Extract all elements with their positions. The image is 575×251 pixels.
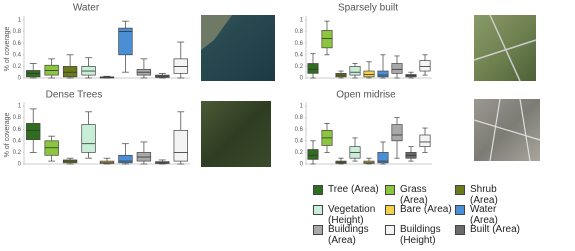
legend-swatch <box>385 225 395 235</box>
box <box>118 27 133 56</box>
legend-label: Buildings (Area) <box>328 224 369 246</box>
legend-swatch <box>313 205 323 215</box>
y-axis-label: % of coverage <box>4 113 11 158</box>
box <box>391 124 403 142</box>
legend-label: Grass (Area) <box>400 184 428 206</box>
y-tick-label: 0.2 <box>295 150 304 156</box>
legend-label: Built (Area) <box>470 224 521 235</box>
y-tick-label: 0.2 <box>13 150 22 156</box>
box <box>307 149 319 160</box>
legend-swatch <box>455 185 465 195</box>
legend-item: Grass (Area) <box>385 184 457 206</box>
y-tick-label: 0.2 <box>13 64 22 70</box>
legend-swatch <box>313 185 323 195</box>
legend-item: Tree (Area) <box>313 184 385 195</box>
legend-label: Buildings (Height) <box>400 224 441 246</box>
y-tick-label: 0.6 <box>295 127 304 133</box>
y-tick-label: 0.4 <box>13 52 22 58</box>
y-tick-label: 0.4 <box>295 52 304 58</box>
y-tick-label: 1 <box>300 18 304 24</box>
y-tick-label: 0 <box>300 76 304 82</box>
legend-label: Shrub (Area) <box>470 184 498 206</box>
y-tick-label: 0.8 <box>295 115 304 121</box>
legend-item: Water (Area) <box>455 204 527 226</box>
y-tick-label: 0.6 <box>13 127 22 133</box>
legend-swatch <box>455 225 465 235</box>
legend-item: Shrub (Area) <box>455 184 527 206</box>
box <box>349 66 361 76</box>
legend-swatch <box>385 205 395 215</box>
road <box>473 98 541 162</box>
y-tick-label: 0.6 <box>295 41 304 47</box>
y-tick-label: 0 <box>300 162 304 168</box>
box <box>118 154 133 164</box>
box <box>26 123 41 140</box>
box <box>173 130 188 162</box>
y-tick-label: 0.8 <box>13 29 22 35</box>
legend-item: Vegetation (Height) <box>313 204 385 226</box>
road <box>473 14 537 82</box>
chart-title: Dense Trees <box>46 90 103 101</box>
box <box>377 70 389 78</box>
box <box>81 124 96 153</box>
chart-title: Sparsely built <box>338 3 398 14</box>
y-tick-label: 0.4 <box>295 138 304 144</box>
y-tick-label: 0.4 <box>13 138 22 144</box>
legend-item: Built (Area) <box>455 224 527 235</box>
box <box>419 60 431 72</box>
shore <box>201 15 232 50</box>
legend-swatch <box>455 205 465 215</box>
y-tick-label: 0.8 <box>295 29 304 35</box>
satellite-image <box>201 101 271 167</box>
legend-label: Vegetation (Height) <box>328 204 376 226</box>
box <box>62 66 78 78</box>
box <box>377 152 389 164</box>
legend-label: Bare (Area) <box>400 204 452 215</box>
y-tick-label: 0 <box>18 162 22 168</box>
y-tick-label: 0.8 <box>13 115 22 121</box>
y-axis-label: % of coverage <box>4 27 11 72</box>
legend-item: Buildings (Area) <box>313 224 385 246</box>
legend-swatch <box>385 185 395 195</box>
y-tick-label: 1 <box>18 104 22 110</box>
legend-swatch <box>313 225 323 235</box>
legend-label: Tree (Area) <box>328 184 379 195</box>
y-tick-label: 0.6 <box>13 41 22 47</box>
y-tick-label: 0.2 <box>295 64 304 70</box>
box <box>391 63 403 74</box>
chart-title: Water <box>73 3 100 14</box>
chart-title: Open midrise <box>336 90 396 101</box>
legend-item: Buildings (Height) <box>385 224 457 246</box>
legend-item: Bare (Area) <box>385 204 457 215</box>
y-tick-label: 0 <box>18 76 22 82</box>
y-tick-label: 1 <box>300 104 304 110</box>
box <box>307 63 319 74</box>
legend-label: Water (Area) <box>470 204 498 226</box>
box <box>321 30 333 49</box>
box <box>363 70 375 78</box>
y-tick-label: 1 <box>18 18 22 24</box>
box <box>419 134 431 147</box>
